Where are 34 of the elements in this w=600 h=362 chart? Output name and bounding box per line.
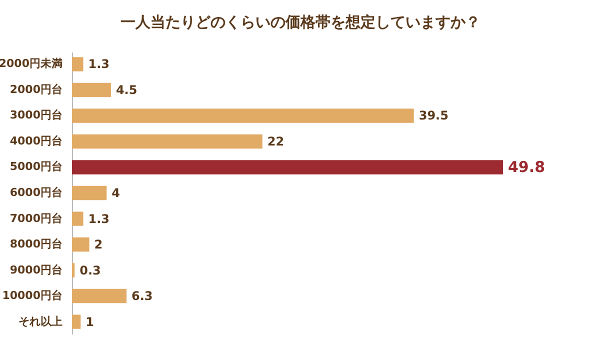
y-tick-label: 4000円台 [10, 134, 62, 148]
data-label: 1.3 [88, 212, 110, 226]
data-label: 6.3 [132, 289, 153, 304]
y-tick-label: 5000円台 [10, 160, 62, 174]
bar [72, 263, 75, 278]
bar [72, 237, 90, 252]
bar [72, 212, 84, 226]
bar [72, 314, 81, 329]
bar [72, 160, 503, 174]
y-tick-label: 9000円台 [10, 263, 62, 276]
bar [72, 57, 84, 72]
bar [72, 134, 262, 149]
bar [72, 108, 414, 123]
y-tick-label: 6000円台 [10, 186, 62, 199]
data-label: 0.3 [80, 263, 101, 278]
bar [72, 288, 127, 304]
bar [72, 186, 107, 200]
data-label: 4.5 [116, 82, 138, 97]
data-label: 49.8 [508, 158, 546, 176]
y-tick-label: 8000円台 [10, 238, 62, 251]
y-tick-label: 2000円台 [10, 82, 62, 96]
y-tick-label: それ以上 [18, 314, 62, 328]
y-tick-label: 3000円台 [10, 108, 62, 122]
data-label: 22 [267, 134, 284, 148]
chart-title: 一人当たりどのくらいの価格帯を想定していますか？ [120, 13, 480, 31]
bar [72, 82, 111, 98]
y-tick-label: 10000円台 [2, 289, 62, 302]
y-tick-label: 2000円未満 [0, 57, 62, 70]
y-tick-label: 7000円台 [10, 212, 62, 225]
data-label: 1.3 [88, 57, 110, 72]
data-label: 39.5 [418, 108, 448, 123]
data-label: 2 [94, 238, 103, 252]
data-label: 4 [112, 186, 120, 200]
data-label: 1 [86, 314, 94, 329]
